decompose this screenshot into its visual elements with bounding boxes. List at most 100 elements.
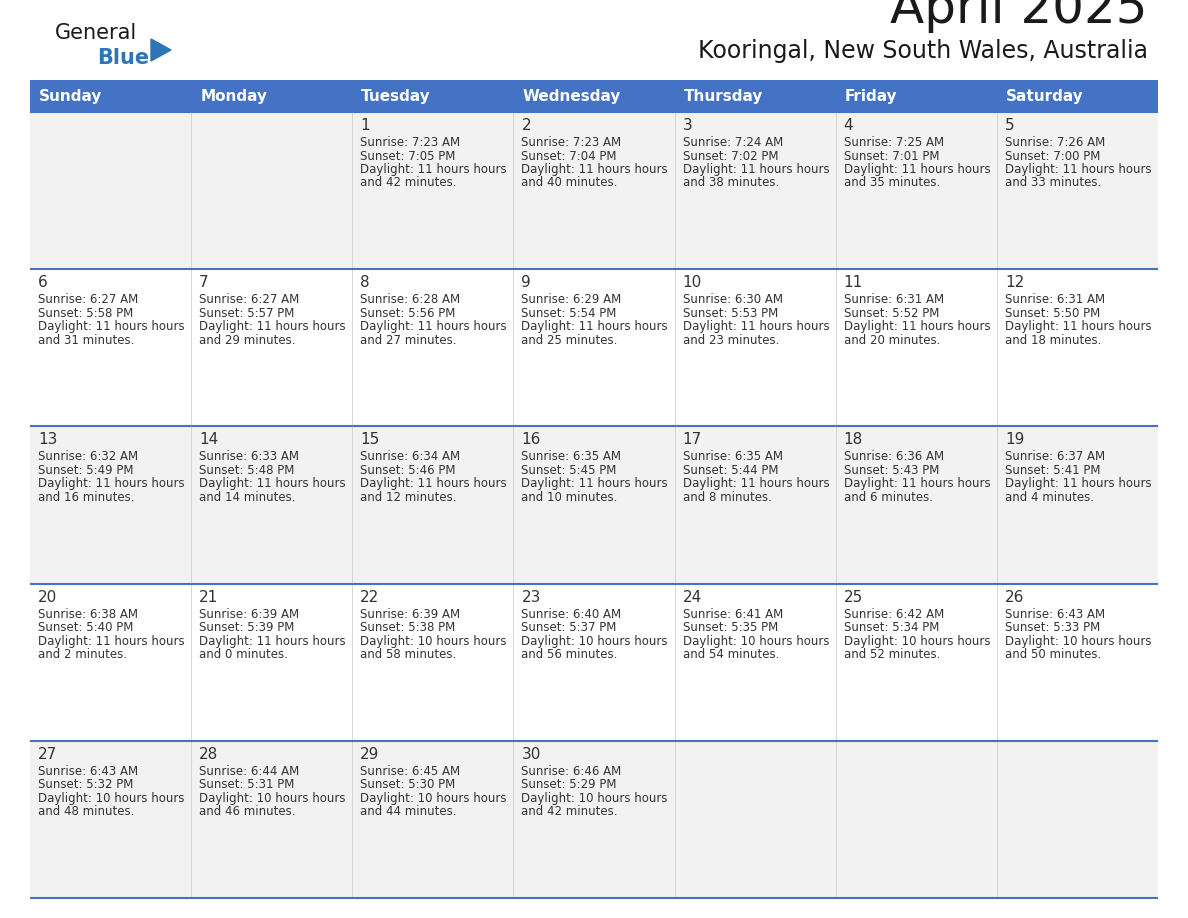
Text: Friday: Friday (845, 88, 897, 104)
Text: Sunrise: 6:39 AM: Sunrise: 6:39 AM (200, 608, 299, 621)
Text: Sunset: 7:04 PM: Sunset: 7:04 PM (522, 150, 617, 162)
Text: Sunset: 5:56 PM: Sunset: 5:56 PM (360, 307, 456, 319)
Text: Blue: Blue (97, 48, 150, 68)
Text: Daylight: 11 hours hours: Daylight: 11 hours hours (360, 163, 507, 176)
Text: Sunrise: 6:31 AM: Sunrise: 6:31 AM (843, 293, 943, 307)
Bar (30, 80, 191, 112)
Text: Sunrise: 6:35 AM: Sunrise: 6:35 AM (522, 451, 621, 464)
Text: Sunset: 5:49 PM: Sunset: 5:49 PM (38, 464, 133, 476)
Text: Sunrise: 6:39 AM: Sunrise: 6:39 AM (360, 608, 461, 621)
Text: 30: 30 (522, 747, 541, 762)
Text: Daylight: 11 hours hours: Daylight: 11 hours hours (200, 477, 346, 490)
Text: Daylight: 11 hours hours: Daylight: 11 hours hours (522, 320, 668, 333)
Text: Sunrise: 6:44 AM: Sunrise: 6:44 AM (200, 765, 299, 778)
Text: Daylight: 10 hours hours: Daylight: 10 hours hours (683, 634, 829, 647)
Text: and 12 minutes.: and 12 minutes. (360, 491, 456, 504)
Text: and 29 minutes.: and 29 minutes. (200, 334, 296, 347)
Text: and 8 minutes.: and 8 minutes. (683, 491, 771, 504)
Text: Daylight: 11 hours hours: Daylight: 11 hours hours (522, 163, 668, 176)
Text: Sunset: 5:41 PM: Sunset: 5:41 PM (1005, 464, 1100, 476)
Text: 23: 23 (522, 589, 541, 605)
Text: and 42 minutes.: and 42 minutes. (360, 176, 456, 189)
Text: Daylight: 10 hours hours: Daylight: 10 hours hours (200, 792, 346, 805)
Text: and 58 minutes.: and 58 minutes. (360, 648, 456, 661)
Text: and 54 minutes.: and 54 minutes. (683, 648, 779, 661)
Text: 16: 16 (522, 432, 541, 447)
Text: Sunrise: 6:27 AM: Sunrise: 6:27 AM (200, 293, 299, 307)
Text: 22: 22 (360, 589, 379, 605)
Text: Daylight: 11 hours hours: Daylight: 11 hours hours (360, 477, 507, 490)
Text: Sunset: 5:33 PM: Sunset: 5:33 PM (1005, 621, 1100, 634)
Text: Daylight: 11 hours hours: Daylight: 11 hours hours (522, 477, 668, 490)
Text: Daylight: 10 hours hours: Daylight: 10 hours hours (38, 792, 184, 805)
Text: Sunrise: 6:35 AM: Sunrise: 6:35 AM (683, 451, 783, 464)
Text: Sunset: 5:30 PM: Sunset: 5:30 PM (360, 778, 455, 791)
Text: Sunrise: 6:41 AM: Sunrise: 6:41 AM (683, 608, 783, 621)
Text: Sunrise: 7:24 AM: Sunrise: 7:24 AM (683, 136, 783, 149)
Text: and 40 minutes.: and 40 minutes. (522, 176, 618, 189)
Text: Sunrise: 6:46 AM: Sunrise: 6:46 AM (522, 765, 621, 778)
Text: 27: 27 (38, 747, 57, 762)
Text: General: General (55, 23, 138, 43)
Text: 4: 4 (843, 118, 853, 133)
Text: Sunset: 5:29 PM: Sunset: 5:29 PM (522, 778, 617, 791)
Text: Sunset: 5:46 PM: Sunset: 5:46 PM (360, 464, 456, 476)
Text: Daylight: 11 hours hours: Daylight: 11 hours hours (200, 320, 346, 333)
Text: 10: 10 (683, 275, 702, 290)
Text: Sunset: 5:44 PM: Sunset: 5:44 PM (683, 464, 778, 476)
Text: Tuesday: Tuesday (361, 88, 431, 104)
Text: and 25 minutes.: and 25 minutes. (522, 334, 618, 347)
Text: and 10 minutes.: and 10 minutes. (522, 491, 618, 504)
Text: Sunrise: 6:40 AM: Sunrise: 6:40 AM (522, 608, 621, 621)
Text: Sunset: 5:52 PM: Sunset: 5:52 PM (843, 307, 939, 319)
Text: 19: 19 (1005, 432, 1024, 447)
Text: Sunrise: 6:30 AM: Sunrise: 6:30 AM (683, 293, 783, 307)
Text: and 44 minutes.: and 44 minutes. (360, 805, 456, 818)
Text: and 4 minutes.: and 4 minutes. (1005, 491, 1094, 504)
Text: and 50 minutes.: and 50 minutes. (1005, 648, 1101, 661)
Text: Sunset: 5:40 PM: Sunset: 5:40 PM (38, 621, 133, 634)
Text: Sunrise: 6:32 AM: Sunrise: 6:32 AM (38, 451, 138, 464)
Text: Sunset: 5:50 PM: Sunset: 5:50 PM (1005, 307, 1100, 319)
Text: and 38 minutes.: and 38 minutes. (683, 176, 779, 189)
Text: 7: 7 (200, 275, 209, 290)
Text: Sunrise: 6:38 AM: Sunrise: 6:38 AM (38, 608, 138, 621)
Text: Daylight: 11 hours hours: Daylight: 11 hours hours (38, 477, 184, 490)
Text: Daylight: 11 hours hours: Daylight: 11 hours hours (1005, 477, 1151, 490)
Text: Sunset: 5:35 PM: Sunset: 5:35 PM (683, 621, 778, 634)
Text: Sunset: 5:57 PM: Sunset: 5:57 PM (200, 307, 295, 319)
Text: Daylight: 10 hours hours: Daylight: 10 hours hours (360, 634, 507, 647)
Text: 18: 18 (843, 432, 862, 447)
Text: Sunset: 5:48 PM: Sunset: 5:48 PM (200, 464, 295, 476)
Text: and 48 minutes.: and 48 minutes. (38, 805, 134, 818)
Text: Sunset: 5:58 PM: Sunset: 5:58 PM (38, 307, 133, 319)
Text: 3: 3 (683, 118, 693, 133)
Text: 11: 11 (843, 275, 862, 290)
Text: 29: 29 (360, 747, 380, 762)
Bar (353, 80, 513, 112)
Bar (191, 80, 353, 112)
Text: Daylight: 11 hours hours: Daylight: 11 hours hours (38, 634, 184, 647)
Text: 1: 1 (360, 118, 369, 133)
Text: 2: 2 (522, 118, 531, 133)
Text: Sunset: 5:54 PM: Sunset: 5:54 PM (522, 307, 617, 319)
Text: Sunday: Sunday (39, 88, 102, 104)
Bar (30, 269, 1158, 426)
Text: 8: 8 (360, 275, 369, 290)
Bar (30, 741, 1158, 898)
Text: and 46 minutes.: and 46 minutes. (200, 805, 296, 818)
Text: and 52 minutes.: and 52 minutes. (843, 648, 940, 661)
Text: 28: 28 (200, 747, 219, 762)
Text: and 42 minutes.: and 42 minutes. (522, 805, 618, 818)
Text: and 14 minutes.: and 14 minutes. (200, 491, 296, 504)
Text: Sunset: 5:31 PM: Sunset: 5:31 PM (200, 778, 295, 791)
Text: Daylight: 11 hours hours: Daylight: 11 hours hours (360, 320, 507, 333)
Text: Kooringal, New South Wales, Australia: Kooringal, New South Wales, Australia (699, 39, 1148, 63)
Text: Sunrise: 7:23 AM: Sunrise: 7:23 AM (360, 136, 461, 149)
Text: Sunrise: 6:36 AM: Sunrise: 6:36 AM (843, 451, 943, 464)
Text: Sunrise: 6:27 AM: Sunrise: 6:27 AM (38, 293, 138, 307)
Text: Wednesday: Wednesday (523, 88, 621, 104)
Text: Sunrise: 6:33 AM: Sunrise: 6:33 AM (200, 451, 299, 464)
Text: 17: 17 (683, 432, 702, 447)
Text: Daylight: 11 hours hours: Daylight: 11 hours hours (683, 163, 829, 176)
